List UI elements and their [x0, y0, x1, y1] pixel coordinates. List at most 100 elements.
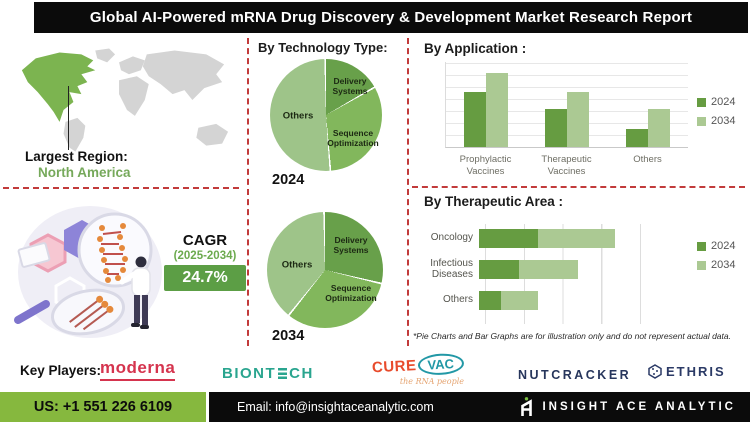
lab-device [17, 242, 51, 268]
legend-swatch-2024 [697, 97, 706, 107]
cagr-period: (2025-2034) [173, 250, 237, 262]
legend-label-2034: 2034 [711, 259, 736, 271]
asia [142, 50, 225, 101]
email-address: Email: info@insightaceanalytic.com [237, 400, 434, 414]
therapeutic-bar-chart: Oncology Infectious Diseases Others [413, 214, 693, 326]
application-legend: 2024 2034 [697, 96, 735, 127]
brand-name: INSIGHT ACE ANALYTIC [542, 401, 736, 413]
application-plot [445, 62, 688, 148]
stacked-row-2: Infectious Diseases [413, 258, 693, 280]
phone-bar: US: +1 551 226 6109 [0, 392, 206, 422]
application-x-labels: Prophylactic Vaccines Therapeutic Vaccine… [445, 154, 688, 179]
pie-2024-label-delivery: Delivery Systems [332, 76, 368, 96]
legend-label-2024: 2024 [711, 240, 736, 252]
south-america [63, 117, 86, 152]
largest-region-value: North America [38, 165, 131, 180]
x-label: Prophylactic Vaccines [459, 154, 512, 178]
stacked-row-label: Infectious Diseases [430, 258, 473, 280]
segment-2024 [479, 260, 520, 279]
dna-strand-dots [97, 223, 128, 283]
stacked-row-3: Others [413, 291, 693, 310]
scientist-figure [119, 256, 151, 329]
divider-vertical-left [247, 38, 249, 346]
curevac-logo-vac: VAC [416, 352, 465, 377]
pie-chart-2024: Delivery Systems Sequence Optimization O… [270, 59, 382, 171]
divider-vertical-right [407, 38, 409, 346]
dna-illustration-svg [14, 206, 162, 338]
dna-illustration [10, 198, 170, 343]
region-north-america [21, 52, 96, 122]
cagr-label: CAGR [182, 232, 228, 249]
brand-block: INSIGHT ACE ANALYTIC [519, 397, 736, 417]
application-heading: By Application : [424, 41, 527, 56]
stacked-row-label: Others [442, 294, 473, 306]
cagr-block: CAGR (2025-2034) 24.7% [164, 232, 246, 291]
ethris-logo: ETHRIS [648, 364, 726, 379]
biontech-logo-post: CH [289, 365, 314, 382]
legend-item-2034: 2034 [697, 115, 735, 127]
segment-2034 [537, 229, 616, 248]
stacked-row-1: Oncology [413, 229, 693, 248]
biontech-logo-pre: BIONT [222, 365, 277, 382]
legend-label-2024: 2024 [711, 96, 736, 108]
arm-purple [14, 300, 50, 324]
pie-2034-label-sequence: Sequence Optimization [325, 283, 377, 303]
tech-type-heading: By Technology Type: [258, 40, 388, 55]
segment-2034 [500, 291, 538, 310]
divider-horizontal-rightcol [412, 186, 745, 188]
stacked-row-label: Oncology [430, 232, 473, 244]
ethris-hexagon-icon [648, 364, 662, 379]
bar-2034 [566, 91, 589, 147]
contact-bar: Email: info@insightaceanalytic.com INSIG… [209, 392, 750, 422]
bar-2024 [625, 129, 648, 147]
legend-item-2024: 2024 [697, 96, 735, 108]
pie-2024-label-sequence: Sequence Optimization [327, 128, 379, 148]
segment-2024 [479, 291, 501, 310]
stacked-row-track [479, 291, 634, 310]
therapeutic-heading: By Therapeutic Area : [424, 194, 564, 209]
africa [119, 76, 149, 116]
pie-year-2034: 2034 [272, 328, 305, 344]
dna-rungs [101, 231, 125, 275]
curevac-logo: CURE VAC the RNA people [371, 352, 465, 386]
pie-year-2024: 2024 [272, 172, 305, 188]
legend-label-2034: 2034 [711, 115, 736, 127]
cagr-value-badge: 24.7% [164, 265, 246, 291]
stacked-row-track [479, 229, 634, 248]
pie-2034-label-others: Others [281, 259, 313, 271]
key-players-label: Key Players: [20, 363, 102, 378]
legend-swatch-2024 [697, 241, 706, 251]
magnifier-small [51, 288, 125, 336]
biontech-e-icon [278, 368, 288, 379]
biontech-logo: BIONT CH [222, 365, 314, 382]
europe [119, 56, 145, 75]
bar-2024 [544, 109, 567, 147]
region-pointer-line [68, 86, 69, 150]
bar-group-1 [464, 73, 509, 147]
legend-swatch-2034 [697, 116, 706, 126]
phone-number: US: +1 551 226 6109 [33, 399, 173, 415]
bar-2024 [464, 92, 487, 147]
curevac-tagline: the RNA people [399, 377, 464, 386]
insight-ace-logo-icon [521, 397, 533, 416]
pie-2024-label-others: Others [282, 110, 314, 122]
report-title: Global AI-Powered mRNA Drug Discovery & … [89, 9, 693, 26]
segment-2034 [519, 260, 579, 279]
world-map-svg [21, 48, 229, 152]
nutcracker-logo: NUTCRACKER [518, 368, 632, 382]
bar-group-3 [625, 109, 670, 147]
x-label: Others [633, 154, 662, 165]
greenland [95, 48, 116, 63]
segment-2024 [479, 229, 538, 248]
stacked-row-track [479, 260, 634, 279]
australia [196, 123, 229, 146]
x-label: Therapeutic Vaccines [541, 154, 592, 178]
curevac-logo-cure: CURE [371, 357, 417, 377]
magnifier-large [77, 212, 153, 288]
legend-item-2034: 2034 [697, 259, 735, 271]
pie-2034-label-delivery: Delivery Systems [333, 235, 369, 255]
divider-horizontal-leftcol [3, 187, 239, 189]
world-map [8, 44, 236, 162]
disclaimer-footnote: *Pie Charts and Bar Graphs are for illus… [413, 331, 731, 341]
